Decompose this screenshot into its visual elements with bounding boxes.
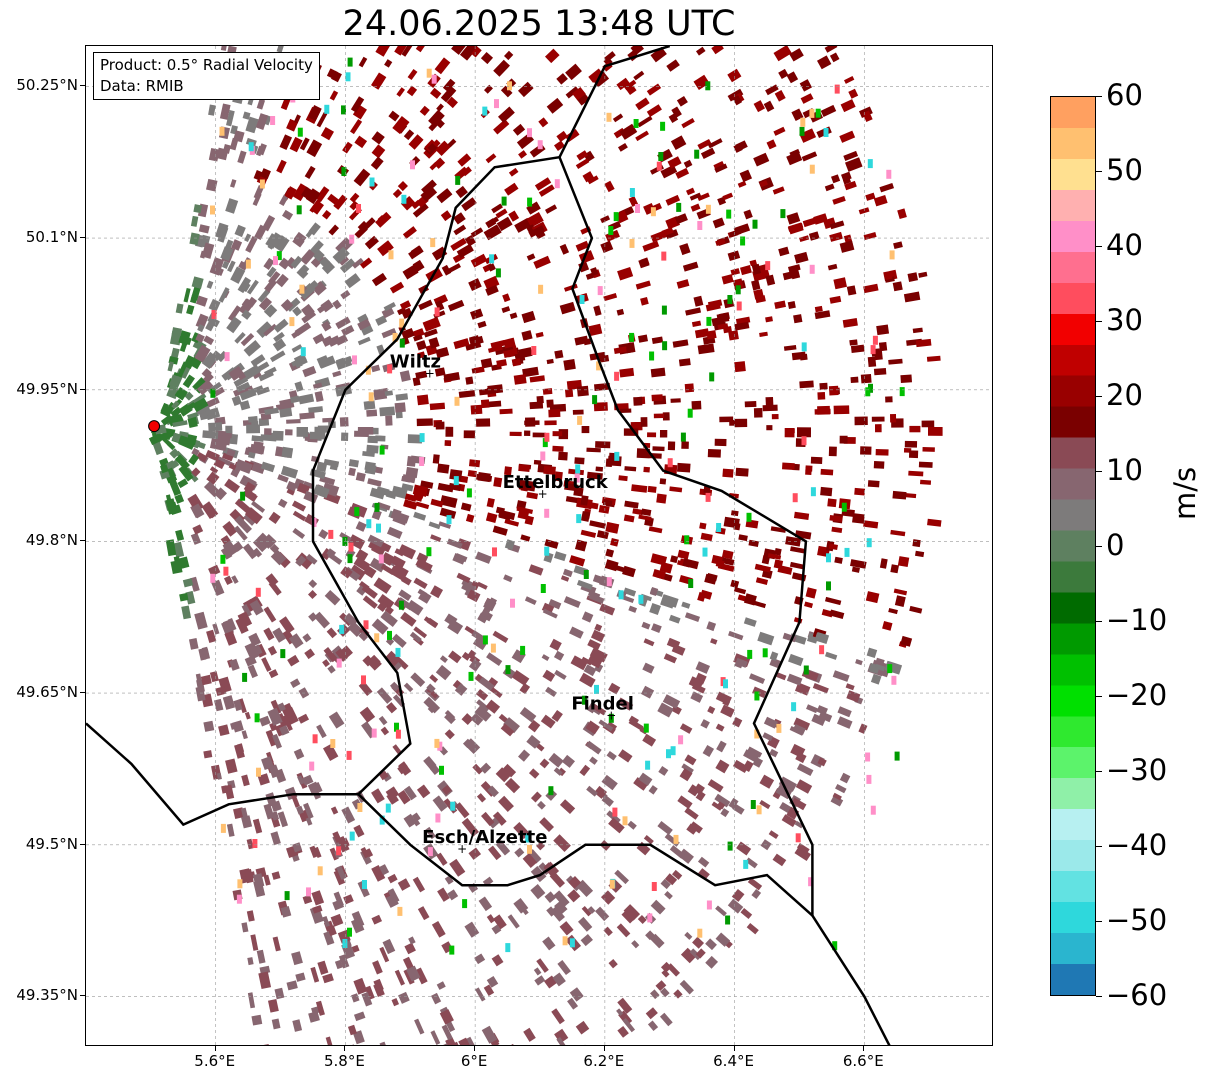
lat-tick-label: 49.65°N [16, 683, 78, 702]
city-marker: + [538, 487, 548, 501]
country-border-france [86, 722, 359, 827]
info-box: Product: 0.5° Radial Velocity Data: RMIB [93, 52, 320, 100]
colorbar-tick-mark [1096, 696, 1102, 697]
colorbar-tick-mark [1096, 546, 1102, 547]
radar-map: + Wiltz + Ettelbruck + Findel + Esch/Alzette [85, 45, 993, 1046]
city-label: Findel [571, 693, 634, 714]
lat-tick-label: 49.8°N [25, 531, 78, 550]
lon-tick-label: 6.2°E [583, 1052, 625, 1070]
colorbar-tick-label: 40 [1106, 228, 1143, 262]
lon-tick-mark [733, 1046, 735, 1051]
city-marker: + [457, 842, 467, 856]
lat-tick-label: 50.1°N [25, 228, 78, 247]
city-label: Esch/Alzette [422, 827, 547, 848]
lat-tick-mark [80, 237, 85, 239]
city-marker: + [606, 708, 616, 722]
lat-tick-label: 49.95°N [16, 379, 78, 398]
lon-tick-label: 6.6°E [842, 1052, 884, 1070]
lon-tick-label: 6°E [460, 1052, 488, 1070]
lon-tick-mark [214, 1046, 216, 1051]
colorbar-tick-mark [1096, 246, 1102, 247]
colorbar-tick-label: 20 [1106, 378, 1143, 412]
country-border-germany [811, 914, 891, 1045]
city-label: Ettelbruck [503, 472, 609, 493]
colorbar-tick-mark [1096, 921, 1102, 922]
lat-tick-mark [80, 843, 85, 845]
lon-tick-label: 5.6°E [194, 1052, 236, 1070]
lat-tick-mark [80, 540, 85, 542]
lat-tick-label: 50.25°N [16, 76, 78, 95]
colorbar-tick-mark [1096, 396, 1102, 397]
colorbar-tick-label: −60 [1106, 978, 1168, 1012]
colorbar-tick-label: 10 [1106, 453, 1143, 487]
colorbar-label: m/s [1168, 466, 1202, 520]
colorbar-tick-mark [1096, 996, 1102, 997]
colorbar-tick-mark [1096, 771, 1102, 772]
colorbar-tick-label: −20 [1106, 678, 1168, 712]
colorbar-tick-mark [1096, 621, 1102, 622]
city-marker: + [425, 367, 435, 381]
colorbar-tick-label: −10 [1106, 603, 1168, 637]
lon-tick-mark [344, 1046, 346, 1051]
colorbar-tick-mark [1096, 321, 1102, 322]
lat-tick-mark [80, 692, 85, 694]
lat-tick-mark [80, 995, 85, 997]
colorbar-tick-label: −30 [1106, 753, 1168, 787]
colorbar-tick-mark [1096, 846, 1102, 847]
colorbar-tick-label: 0 [1106, 528, 1125, 562]
lon-tick-mark [474, 1046, 476, 1051]
velocity-field [148, 46, 943, 1045]
country-border-north [558, 46, 671, 158]
colorbar-tick-label: −50 [1106, 903, 1168, 937]
colorbar-tick-mark [1096, 96, 1102, 97]
lat-tick-mark [80, 388, 85, 390]
colorbar-tick-label: 50 [1106, 153, 1143, 187]
country-border-luxembourg [311, 155, 814, 919]
colorbar [1050, 96, 1096, 996]
colorbar-tick-label: −40 [1106, 828, 1168, 862]
colorbar-tick-label: 60 [1106, 78, 1143, 112]
lon-tick-mark [863, 1046, 865, 1051]
info-product: Product: 0.5° Radial Velocity [100, 56, 313, 74]
lon-tick-label: 5.8°E [324, 1052, 365, 1070]
radar-site-marker [148, 420, 161, 433]
chart-title: 24.06.2025 13:48 UTC [342, 4, 736, 44]
map-canvas: +Wiltz+Ettelbruck+Findel+Esch/Alzette [86, 46, 992, 1045]
colorbar-tick-mark [1096, 471, 1102, 472]
lat-tick-mark [80, 85, 85, 87]
lon-tick-label: 6.4°E [713, 1052, 754, 1070]
lat-tick-label: 49.35°N [16, 986, 78, 1005]
colorbar-tick-label: 30 [1106, 303, 1143, 337]
colorbar-tick-mark [1096, 171, 1102, 172]
info-source: Data: RMIB [100, 77, 184, 95]
city-label: Wiltz [390, 352, 441, 373]
lon-tick-mark [603, 1046, 605, 1051]
lat-tick-label: 49.5°N [25, 834, 78, 853]
